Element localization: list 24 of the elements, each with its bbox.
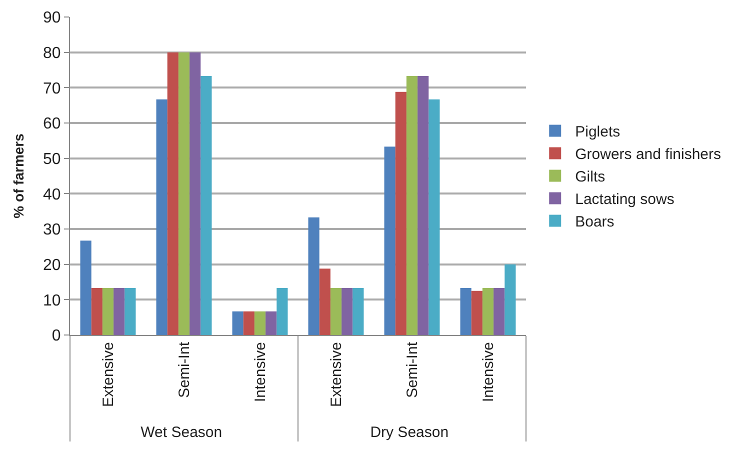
x-tick-label: Extensive xyxy=(100,342,117,408)
legend-label: Lactating sows xyxy=(575,191,674,208)
y-tick-label: 90 xyxy=(43,10,61,27)
y-tick-label: 0 xyxy=(52,328,61,345)
y-tick-label: 60 xyxy=(43,116,61,133)
text: Wet Season xyxy=(140,424,222,441)
legend-label: Piglets xyxy=(575,124,620,141)
y-tick-label: 80 xyxy=(43,44,61,62)
x-tick-label: Intensive xyxy=(480,342,497,402)
y-tick-label: 30 xyxy=(43,222,61,239)
x-tick-label: Semi-Int xyxy=(404,341,421,398)
text: Dry Season xyxy=(370,424,449,441)
x-tick-label: Intensive xyxy=(252,342,269,402)
y-tick-label: 40 xyxy=(43,186,61,204)
y-tick-label: 20 xyxy=(43,256,61,274)
y-tick-label: 70 xyxy=(43,80,61,98)
x-tick-label: Extensive xyxy=(328,342,345,408)
legend-label: Gilts xyxy=(575,168,606,186)
y-tick-label: 50 xyxy=(43,150,61,168)
legend-label: Boars xyxy=(575,214,614,231)
y-axis-title: % of farmers xyxy=(10,133,27,218)
x-tick-label: Semi-Int xyxy=(176,341,193,398)
y-tick-label: 10 xyxy=(43,292,61,310)
legend-label: Growers and finishers xyxy=(575,146,722,164)
